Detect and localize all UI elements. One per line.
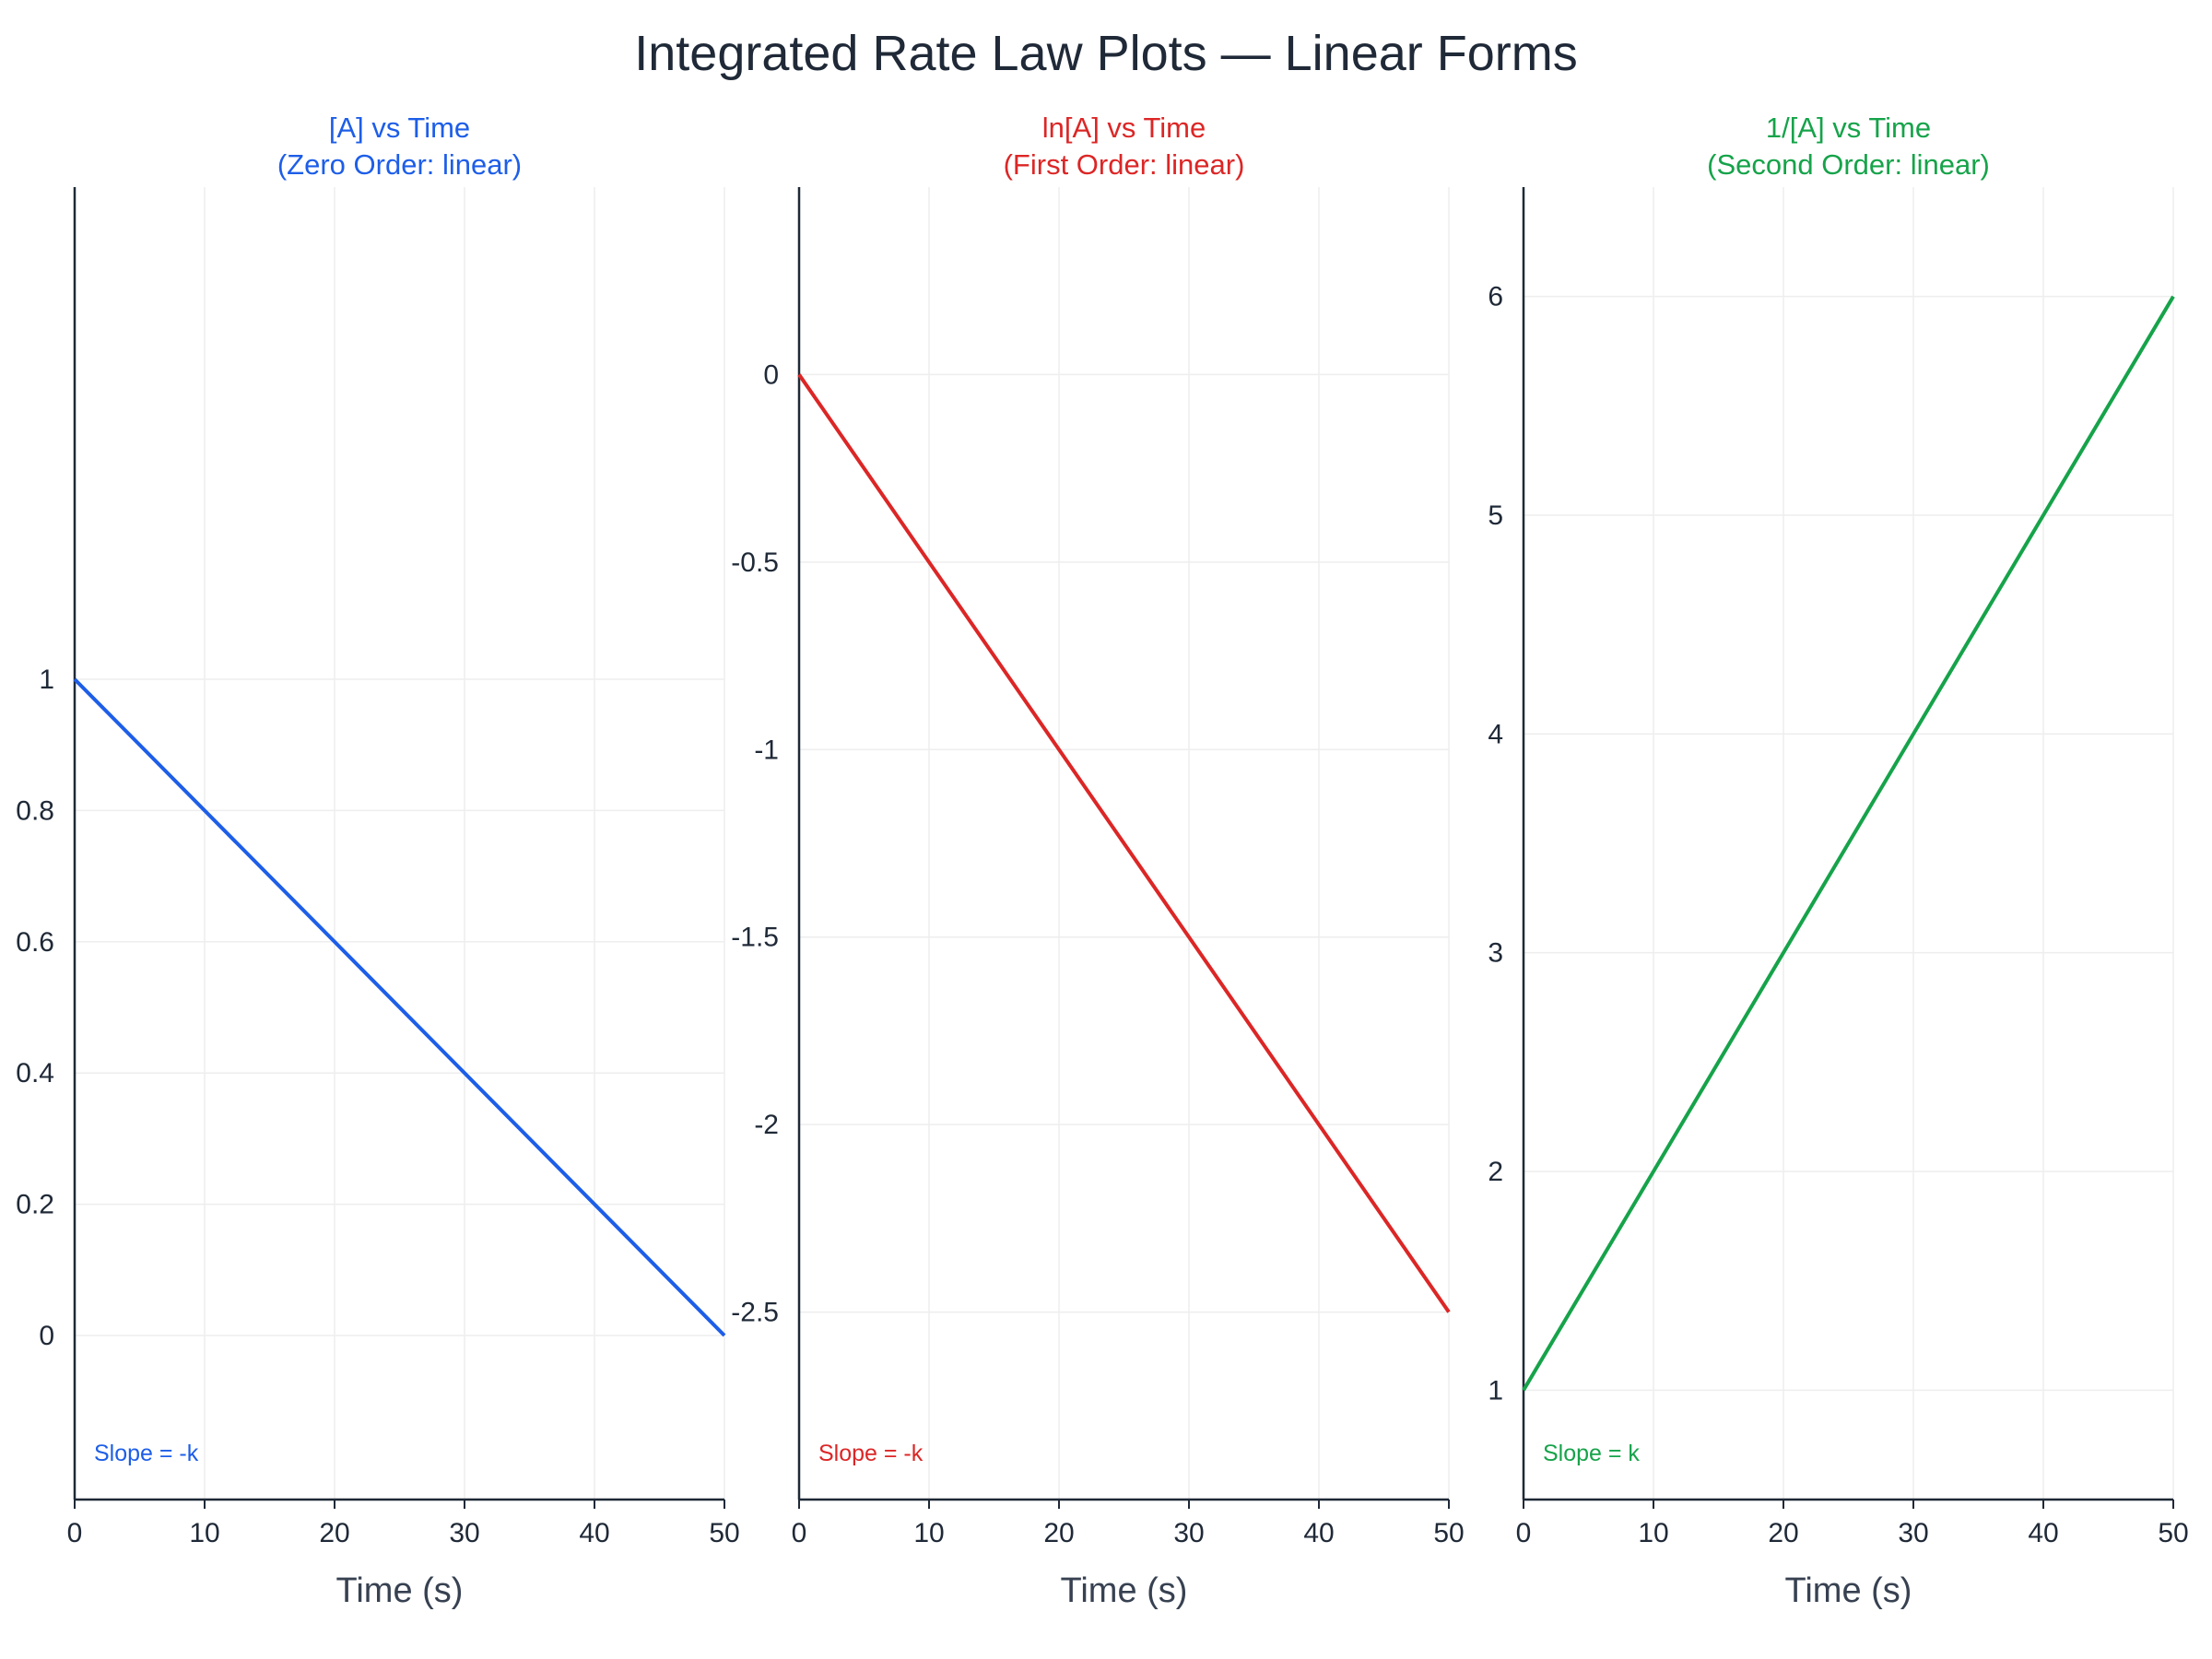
x-tick-label: 0 xyxy=(792,1518,807,1548)
x-tick-label: 50 xyxy=(709,1518,739,1548)
y-tick-label: -1.5 xyxy=(731,923,779,953)
x-tick-label: 0 xyxy=(67,1518,83,1548)
subplot-3: 0 10 20 30 40 50 1 2 3 4 5 6 1/[A] vs Time (Second Or… xyxy=(1488,112,2188,1610)
y-tick-label: -2 xyxy=(754,1110,779,1140)
x-tick-label: 50 xyxy=(1433,1518,1464,1548)
chart-title: Integrated Rate Law Plots — Linear Forms xyxy=(634,26,1578,81)
y-tick-label: 0.2 xyxy=(16,1190,54,1220)
subplot-2: 0 10 20 30 40 50 0 -0.5 -1 -1.5 -2 -2.5 ln[A] vs Tim… xyxy=(731,112,1464,1610)
slope-annotation: Slope = -k xyxy=(94,1441,199,1466)
y-tick-label: 0.8 xyxy=(16,795,54,826)
subplot-title-line: (First Order: linear) xyxy=(1004,148,1245,181)
y-tick-label: 1 xyxy=(39,665,54,695)
slope-annotation: Slope = k xyxy=(1543,1441,1640,1466)
x-axis-title: Time (s) xyxy=(336,1571,464,1610)
subplot-title-line: (Zero Order: linear) xyxy=(277,148,522,181)
subplot-title-line: ln[A] vs Time xyxy=(1042,112,1206,144)
x-tick-label: 10 xyxy=(1638,1518,1668,1548)
y-tick-label: 0.4 xyxy=(16,1058,54,1088)
series-line xyxy=(1522,295,2175,1392)
y-tick-label: -2.5 xyxy=(731,1298,779,1328)
y-tick-label: -1 xyxy=(754,735,779,765)
y-tick-label: 0.6 xyxy=(16,927,54,958)
y-tick-label: 3 xyxy=(1488,938,1503,969)
x-tick-label: 20 xyxy=(1768,1518,1798,1548)
x-tick-label: 20 xyxy=(319,1518,349,1548)
slope-annotation: Slope = -k xyxy=(818,1441,924,1466)
x-tick-label: 10 xyxy=(913,1518,944,1548)
y-tick-label: 6 xyxy=(1488,282,1503,312)
y-tick-label: 1 xyxy=(1488,1375,1503,1406)
x-tick-label: 40 xyxy=(1303,1518,1334,1548)
y-tick-label: 0 xyxy=(39,1321,54,1351)
x-tick-label: 50 xyxy=(2158,1518,2188,1548)
x-tick-label: 0 xyxy=(1516,1518,1532,1548)
subplot-title-line: [A] vs Time xyxy=(329,112,470,144)
x-tick-label: 10 xyxy=(189,1518,219,1548)
y-tick-label: 2 xyxy=(1488,1157,1503,1187)
series-line xyxy=(797,373,1451,1313)
x-tick-label: 40 xyxy=(2028,1518,2058,1548)
subplot-title-line: 1/[A] vs Time xyxy=(1766,112,1931,144)
x-tick-label: 30 xyxy=(1898,1518,1928,1548)
y-tick-label: 4 xyxy=(1488,719,1503,749)
y-tick-label: -0.5 xyxy=(731,547,779,578)
y-tick-label: 0 xyxy=(763,359,779,390)
x-tick-label: 20 xyxy=(1043,1518,1074,1548)
x-tick-label: 30 xyxy=(449,1518,479,1548)
series-line xyxy=(73,677,726,1337)
x-axis-title: Time (s) xyxy=(1785,1571,1912,1610)
subplot-title-line: (Second Order: linear) xyxy=(1707,148,1990,181)
x-tick-label: 40 xyxy=(579,1518,609,1548)
x-tick-label: 30 xyxy=(1173,1518,1204,1548)
y-tick-label: 5 xyxy=(1488,500,1503,531)
subplot-1: 0 10 20 30 40 50 0 0.2 0.4 0.6 0.8 1 [A] vs Time (Zer… xyxy=(16,112,739,1610)
x-axis-title: Time (s) xyxy=(1061,1571,1188,1610)
